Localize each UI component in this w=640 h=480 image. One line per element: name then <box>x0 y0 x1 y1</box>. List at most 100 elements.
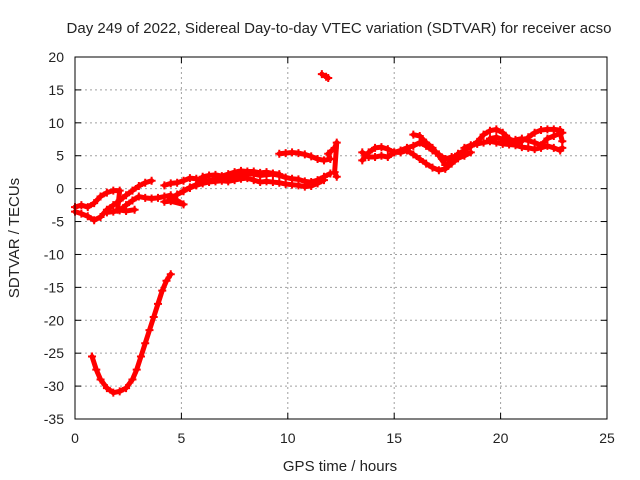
data-point <box>300 150 309 159</box>
data-point <box>262 168 271 177</box>
data-point <box>96 192 105 201</box>
data-point <box>485 134 494 143</box>
data-point <box>479 138 488 147</box>
data-point <box>136 352 145 361</box>
data-point <box>158 286 167 295</box>
data-point <box>383 145 392 154</box>
data-point <box>422 138 431 147</box>
data-point <box>479 130 488 139</box>
data-point <box>162 276 171 285</box>
y-tick-label: -5 <box>52 214 65 230</box>
data-point <box>294 149 303 158</box>
data-point <box>492 133 501 142</box>
series-trace-f <box>166 166 284 203</box>
data-point <box>198 172 207 181</box>
y-axis-title: SDTVAR / TECUs <box>6 178 23 298</box>
chart-title: Day 249 of 2022, Sidereal Day-to-day VTE… <box>67 20 612 37</box>
data-point <box>319 176 328 185</box>
data-point <box>307 182 316 191</box>
data-points <box>71 70 567 397</box>
axis-ticks <box>74 56 608 420</box>
data-point <box>428 143 437 152</box>
data-point <box>530 138 539 147</box>
data-point <box>473 139 482 148</box>
data-point <box>409 141 418 150</box>
data-point <box>524 143 533 152</box>
data-point <box>324 149 333 158</box>
data-point <box>530 128 539 137</box>
grid-lines <box>75 57 607 419</box>
data-point <box>130 205 139 214</box>
data-point <box>275 178 284 187</box>
data-point <box>102 188 111 197</box>
data-point <box>317 70 326 79</box>
x-tick-label: 5 <box>178 430 186 446</box>
data-point <box>83 203 92 212</box>
series-trace-a <box>71 176 156 225</box>
data-point <box>249 176 258 185</box>
data-point <box>524 133 533 142</box>
data-point <box>324 74 333 83</box>
data-point <box>332 138 341 147</box>
x-tick-label: 0 <box>71 430 79 446</box>
data-point <box>377 151 386 160</box>
data-point <box>558 137 567 146</box>
data-point <box>115 186 124 195</box>
data-point <box>128 375 137 384</box>
data-point <box>83 212 92 221</box>
data-point <box>358 148 367 157</box>
data-point <box>132 365 141 374</box>
data-point <box>122 201 131 210</box>
data-point <box>517 134 526 143</box>
data-point <box>330 143 339 152</box>
data-point <box>492 125 501 134</box>
data-point <box>109 207 118 216</box>
data-point <box>460 143 469 152</box>
data-point <box>90 216 99 225</box>
data-point <box>371 153 380 162</box>
data-point <box>179 200 188 209</box>
data-point <box>115 387 124 396</box>
y-tick-label: -25 <box>44 345 64 361</box>
data-point <box>128 186 137 195</box>
data-point <box>77 201 86 210</box>
data-point <box>134 192 143 201</box>
data-point <box>90 199 99 208</box>
series-dip-arc <box>88 270 175 397</box>
data-point <box>217 172 226 181</box>
data-point <box>537 141 546 150</box>
data-point <box>549 143 558 152</box>
data-point <box>96 375 105 384</box>
data-point <box>122 191 131 200</box>
data-point <box>330 168 339 177</box>
data-point <box>383 153 392 162</box>
data-point <box>434 166 443 175</box>
plot-frame <box>74 56 608 420</box>
y-tick-label: 15 <box>48 82 64 98</box>
data-point <box>77 209 86 218</box>
data-point <box>558 128 567 137</box>
data-point <box>409 150 418 159</box>
y-tick-label: -35 <box>44 411 64 427</box>
series-trace-g <box>275 138 341 181</box>
series-trace-n <box>317 70 333 83</box>
x-tick-label: 10 <box>280 430 296 446</box>
data-point <box>415 131 424 140</box>
data-point <box>409 130 418 139</box>
data-point <box>160 197 169 206</box>
data-point <box>313 179 322 188</box>
series-trace-e <box>179 174 328 195</box>
y-tick-label: -20 <box>44 312 64 328</box>
y-tick-label: 20 <box>48 49 64 65</box>
data-point <box>505 137 514 146</box>
data-point <box>402 146 411 155</box>
x-axis-title: GPS time / hours <box>283 458 397 475</box>
data-point <box>134 182 143 191</box>
data-point <box>447 156 456 165</box>
data-point <box>428 163 437 172</box>
data-point <box>153 299 162 308</box>
data-point <box>396 148 405 157</box>
data-point <box>179 187 188 196</box>
data-point <box>313 155 322 164</box>
